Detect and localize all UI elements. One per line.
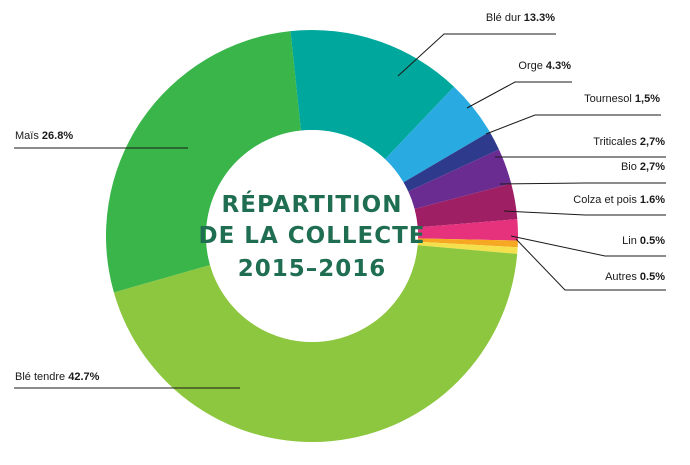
slice-label-name: Orge [518,60,546,72]
slice-triticales [408,149,512,209]
slice-label-value: 0.5% [640,235,665,247]
leader-line [499,182,666,185]
slice-label-value: 42.7% [68,371,99,383]
slice-label-value: 1,5% [635,93,660,105]
slices-layer [105,30,519,443]
slice-bio [414,183,518,228]
slice-label-name: Triticales [593,136,640,148]
slice-ma-s [105,31,301,293]
slice-label: Lin 0.5% [622,235,665,247]
slice-label: Blé dur 13.3% [486,12,555,24]
slice-label-value: 26.8% [42,130,73,142]
leader-lines [14,33,666,389]
leader-line [515,238,666,291]
slice-autres [417,241,518,254]
slice-label-name: Autres [605,271,640,283]
slice-label-value: 2,7% [640,161,665,173]
slice-label: Bio 2,7% [621,161,665,173]
slice-label-name: Maïs [15,130,42,142]
leader-line [510,235,666,257]
slice-label-value: 4.3% [546,60,571,72]
donut-hole [206,130,418,342]
slice-label-value: 13.3% [524,12,555,24]
slice-label: Blé tendre 42.7% [15,371,100,383]
slice-label-value: 2,7% [640,136,665,148]
slice-label-name: Blé tendre [15,371,68,383]
slice-label-name: Lin [622,235,640,247]
center-title-line-1: RÉPARTITION [222,190,403,218]
leader-line [485,114,661,135]
slice-label-value: 1.6% [640,194,665,206]
slice-lin [417,238,518,248]
center-title: RÉPARTITION DE LA COLLECTE 2015–2016 [198,190,425,282]
center-title-line-3: 2015–2016 [238,256,387,282]
leader-line [503,210,666,216]
slice-label-name: Tournesol [584,93,635,105]
slice-labels: Blé dur 13.3% Orge 4.3% Tournesol 1,5% Trit… [15,12,665,383]
slice-label-value: 0.5% [640,271,665,283]
slice-colza-et-pois [417,219,519,241]
slice-label-name: Colza et pois [573,194,640,206]
slice-label: Orge 4.3% [518,60,571,72]
slice-label: Triticales 2,7% [593,136,665,148]
slice-orge [385,86,490,183]
slice-label: Tournesol 1,5% [584,93,660,105]
leader-line [397,33,556,77]
slice-label-name: Bio [621,161,640,173]
slice-tournesol [403,131,499,192]
slice-label: Autres 0.5% [605,271,665,283]
slice-bl-tendre [113,245,518,443]
leader-line [466,81,572,109]
slice-label: Colza et pois 1.6% [573,194,665,206]
slice-label: Maïs 26.8% [15,130,73,142]
center-title-line-2: DE LA COLLECTE [198,223,425,249]
slice-label-name: Blé dur [486,12,524,24]
